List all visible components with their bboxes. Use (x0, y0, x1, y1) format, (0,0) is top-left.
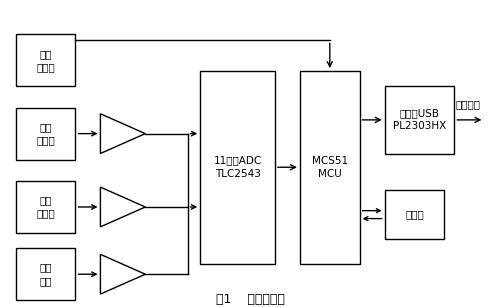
Text: 送上位机: 送上位机 (456, 99, 480, 110)
Text: 串口转USB
PL2303HX: 串口转USB PL2303HX (393, 108, 446, 131)
Bar (200, 71, 275, 263)
Text: MCS51
MCU: MCS51 MCU (312, 156, 348, 179)
Text: 11通道ADC
TLC2543: 11通道ADC TLC2543 (214, 156, 262, 179)
Polygon shape (100, 187, 146, 227)
Text: 扩展
接口: 扩展 接口 (40, 262, 52, 286)
Text: 存储器: 存储器 (405, 210, 424, 220)
Bar (16, 108, 76, 160)
Bar (16, 181, 76, 233)
Bar (16, 34, 76, 86)
Polygon shape (100, 114, 146, 154)
Text: 图1    系统结构图: 图1 系统结构图 (216, 293, 284, 306)
Text: 光强
传感器: 光强 传感器 (36, 122, 55, 145)
Text: 温度
传感器: 温度 传感器 (36, 49, 55, 72)
Text: 电阻
传感器: 电阻 传感器 (36, 195, 55, 219)
Bar (16, 248, 76, 300)
Bar (300, 71, 360, 263)
Bar (384, 86, 454, 154)
Polygon shape (100, 255, 146, 294)
Bar (384, 190, 444, 239)
